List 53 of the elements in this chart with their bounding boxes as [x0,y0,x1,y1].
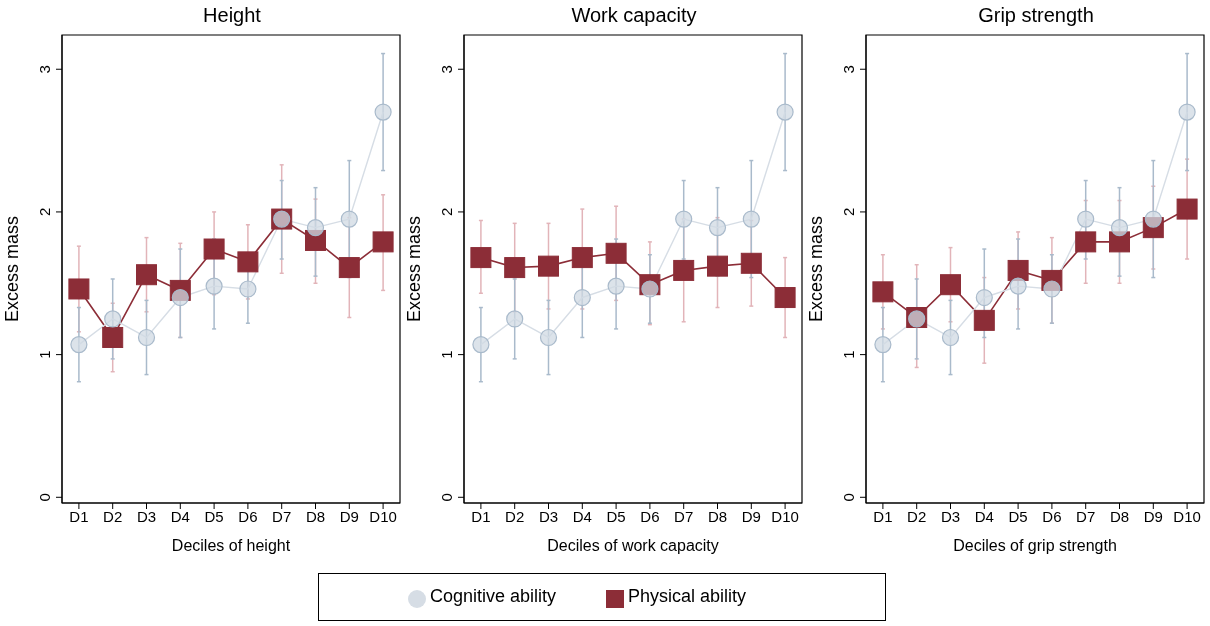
y-tick-label: 3 [36,65,53,74]
chart-title: Work capacity [570,3,698,28]
x-tick-label: D10 [1173,507,1201,525]
x-tick-label: D2 [103,507,123,525]
chart-title: Grip strength [977,3,1095,28]
x-tick-label: D7 [272,507,292,525]
x-tick-label: D8 [707,507,728,525]
x-tick-label: D4 [572,507,592,525]
x-tick-label: D3 [538,507,559,525]
y-tick-label: 1 [840,350,857,359]
y-axis-title: Excess mass [806,215,827,323]
x-tick-label: D5 [1008,507,1028,525]
x-tick-label: D7 [1076,507,1096,525]
y-tick-label: 1 [438,350,455,359]
x-axis-title: Deciles of work capacity [547,537,719,554]
y-tick-label: 2 [36,207,53,217]
x-tick-label: D9 [741,507,761,525]
x-axis-title: Deciles of grip strength [953,537,1117,554]
y-tick-label: 0 [36,493,53,502]
x-tick-label: D5 [204,507,224,525]
x-tick-label: D5 [606,507,626,525]
x-tick-label: D1 [471,507,491,525]
x-tick-label: D6 [640,507,660,525]
x-tick-label: D2 [505,507,525,525]
x-tick-label: D8 [1109,507,1130,525]
x-axis-title: Deciles of height [171,537,291,554]
x-tick-label: D6 [238,507,258,525]
x-tick-label: D3 [136,507,157,525]
x-tick-label: D9 [1143,507,1163,525]
y-axis-title: Excess mass [404,215,425,323]
y-tick-label: 2 [438,207,455,217]
chart-title: Height [202,3,262,28]
x-tick-label: D3 [940,507,961,525]
x-tick-label: D6 [1042,507,1062,525]
y-tick-label: 3 [438,65,455,74]
y-tick-label: 3 [840,65,857,74]
x-tick-label: D10 [771,507,799,525]
y-tick-label: 0 [840,493,857,502]
x-tick-label: D4 [170,507,190,525]
x-tick-label: D7 [674,507,694,525]
y-axis-title: Excess mass [2,215,23,323]
x-tick-label: D1 [69,507,89,525]
legend-label: Physical ability [628,586,747,607]
x-tick-label: D9 [339,507,359,525]
x-tick-label: D2 [907,507,927,525]
y-tick-label: 2 [840,207,857,217]
y-tick-label: 1 [36,350,53,359]
x-tick-label: D1 [873,507,893,525]
x-tick-label: D4 [974,507,994,525]
y-tick-label: 0 [438,493,455,502]
x-tick-label: D8 [305,507,326,525]
x-tick-label: D10 [369,507,397,525]
legend-label: Cognitive ability [429,586,556,607]
